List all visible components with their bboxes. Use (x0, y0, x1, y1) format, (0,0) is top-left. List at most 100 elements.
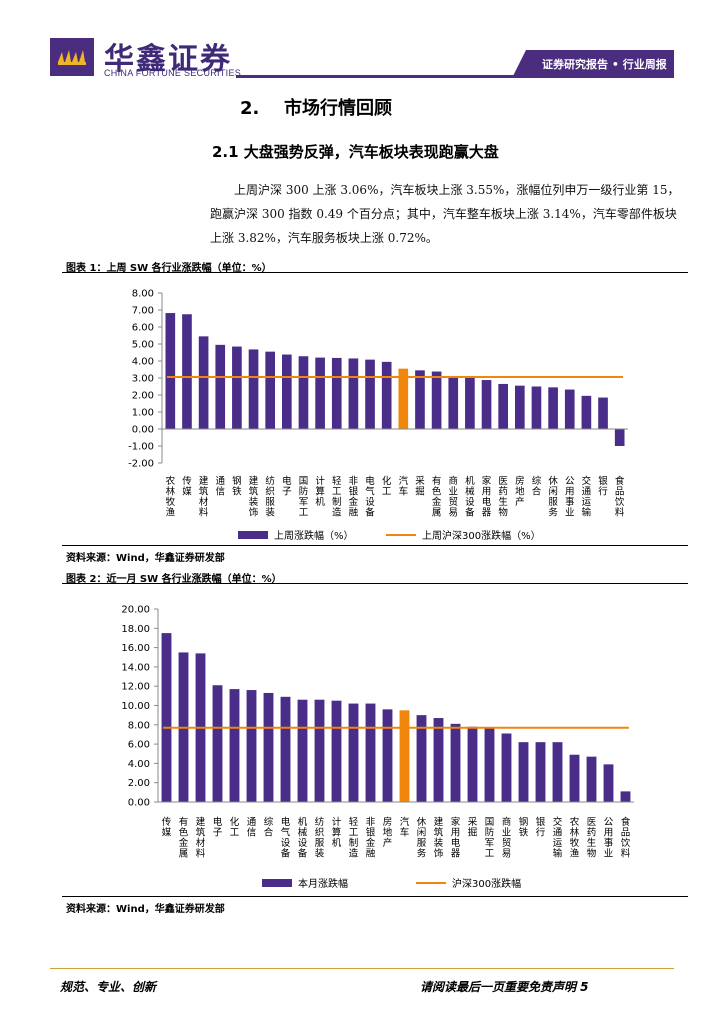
y-tick-label: 2.00 (132, 391, 154, 402)
category-label: 汽车 (400, 816, 410, 839)
category-label: 有色金属 (179, 816, 189, 860)
legend-swatch-bar (262, 879, 292, 887)
bar (484, 727, 495, 802)
category-label: 商业贸易 (502, 816, 512, 860)
category-label: 钢铁 (232, 475, 242, 498)
header-rule (236, 75, 674, 78)
bar (603, 764, 614, 802)
category-label: 公用事业 (604, 817, 614, 860)
chart1: 8.00 7.00 6.00 5.00 4.00 3.00 2.00 1.00 0.00 -1.0… (128, 289, 628, 542)
bar (365, 359, 375, 429)
bar (198, 336, 209, 429)
bar (581, 395, 592, 429)
category-label: 商业贸易 (448, 475, 458, 519)
category-label: 休闲服务 (548, 475, 558, 519)
bar (248, 349, 259, 429)
logo-icon (50, 38, 94, 76)
category-label: 交通运输 (553, 816, 563, 860)
figure1-top-rule (62, 272, 688, 273)
category-label: 纺织服装 (265, 475, 275, 519)
y-tick-label: 16.00 (121, 643, 150, 654)
bar (535, 742, 546, 802)
body-paragraph: 上周沪深 300 上涨 3.06%，汽车板块上涨 3.55%，涨幅位列申万一级行… (210, 183, 680, 245)
y-tick-label: -2.00 (128, 459, 154, 470)
bar (416, 715, 427, 802)
category-label: 采掘 (415, 476, 425, 498)
figure2-title: 图表 2：近一月 SW 各行业涨跌幅（单位：%） (66, 574, 282, 585)
category-label: 国防军工 (299, 476, 309, 519)
bar (212, 685, 223, 802)
category-label: 通信 (215, 476, 225, 498)
category-label: 电子 (282, 475, 292, 498)
bar (465, 377, 475, 429)
y-tick-label: 7.00 (132, 306, 154, 317)
category-label: 钢铁 (519, 816, 529, 839)
section-title-text: 市场行情回顾 (284, 98, 392, 119)
figure1-source: 资料来源：Wind，华鑫证券研发部 (66, 553, 225, 564)
category-label: 建筑装饰 (434, 816, 444, 860)
header-badge (512, 50, 674, 78)
y-tick-label: 12.00 (121, 682, 150, 693)
y-tick-label: 3.00 (132, 374, 154, 385)
y-tick-label: 10.00 (121, 701, 150, 712)
category-label: 纺织服装 (315, 816, 325, 860)
category-label: 汽车 (399, 475, 409, 498)
y-tick-label: 6.00 (132, 323, 154, 334)
bar (182, 314, 192, 429)
category-label: 采掘 (468, 817, 478, 839)
category-label: 通信 (247, 817, 257, 839)
category-label: 综合 (264, 816, 274, 839)
figure1-bottom-rule (62, 545, 688, 546)
bar (614, 429, 625, 446)
bar (431, 371, 442, 429)
bar (161, 633, 172, 802)
chart2: 20.00 18.00 16.00 14.00 12.00 10.00 8.00 6.00 4.… (121, 605, 634, 890)
bar (467, 726, 478, 802)
category-label: 农林牧渔 (166, 475, 176, 519)
y-tick-label: -1.00 (128, 442, 154, 453)
category-label: 医药生物 (498, 476, 508, 519)
category-label: 机械设备 (298, 816, 308, 860)
bar (481, 380, 492, 429)
bar (348, 703, 359, 802)
bar (598, 397, 608, 429)
category-label: 机械设备 (465, 475, 475, 519)
figure1-title: 图表 1：上周 SW 各行业涨跌幅（单位：%） (66, 263, 272, 274)
figure2-source: 资料来源：Wind，华鑫证券研发部 (66, 904, 225, 915)
bar (265, 351, 276, 429)
bar (229, 689, 240, 802)
category-label: 农林牧渔 (570, 816, 580, 860)
category-label: 有色金属 (432, 475, 442, 519)
category-label: 化工 (382, 475, 392, 498)
bar (569, 754, 580, 802)
bar (263, 692, 274, 802)
bar (398, 368, 409, 429)
bar (564, 389, 575, 429)
bar (448, 376, 459, 429)
y-tick-label: 6.00 (128, 740, 150, 751)
y-tick-label: 5.00 (132, 340, 154, 351)
bar (586, 756, 597, 802)
category-label: 电气设备 (365, 475, 375, 519)
category-label: 医药生物 (587, 817, 597, 860)
y-tick-label: 2.00 (128, 778, 150, 789)
bar (450, 723, 461, 802)
bar (246, 690, 257, 802)
category-label: 银行 (598, 475, 608, 498)
footer-disclaimer: 请阅读最后一页重要免责声明 5 (420, 980, 589, 994)
y-tick-label: 8.00 (132, 289, 154, 300)
legend-label: 上周沪深300涨跌幅（%） (422, 529, 541, 542)
legend-label: 沪深300涨跌幅 (452, 877, 521, 890)
legend-label: 本月涨跌幅 (298, 877, 348, 890)
bar (548, 387, 558, 429)
y-tick-label: 1.00 (132, 408, 154, 419)
category-label: 计算机 (332, 816, 342, 849)
bar (433, 718, 444, 802)
category-label: 食品饮料 (621, 816, 631, 860)
category-label: 非银金融 (366, 816, 376, 860)
category-label: 房地产 (515, 475, 525, 508)
y-tick-label: 4.00 (132, 357, 154, 368)
bar (501, 733, 512, 802)
bar (381, 361, 392, 429)
category-label: 建筑材料 (199, 475, 209, 519)
